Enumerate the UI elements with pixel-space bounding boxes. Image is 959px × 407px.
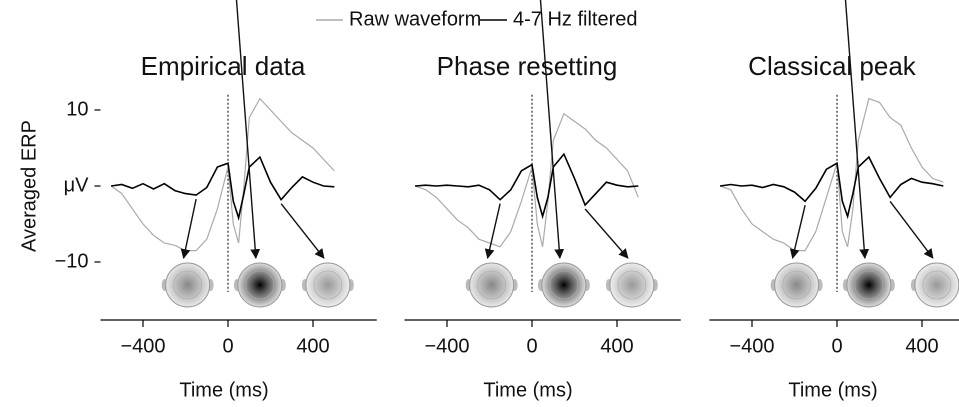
y-tick-label: 10: [66, 98, 88, 120]
series-line: [415, 152, 639, 220]
topo-map: [237, 262, 283, 308]
x-tick-label: 400: [905, 335, 938, 357]
series-line: [414, 112, 639, 248]
y-tick-label: −10: [55, 250, 89, 272]
legend-label: Raw waveform: [349, 8, 481, 30]
topo-map: [914, 262, 959, 308]
chart-title: Classical peak: [748, 51, 917, 81]
arrow: [789, 205, 806, 259]
x-tick-label: −400: [424, 335, 469, 357]
chart-title: Empirical data: [141, 51, 306, 81]
x-tick-label: 0: [222, 335, 233, 357]
series-line: [719, 97, 944, 252]
topo-contour: [477, 270, 506, 300]
topo-contour: [617, 270, 647, 300]
arrow: [280, 203, 325, 259]
topo-map: [609, 262, 655, 308]
topo-contour: [854, 270, 884, 300]
chart-title: Phase resetting: [437, 51, 618, 81]
arrow: [844, 0, 870, 259]
topo-map: [846, 262, 892, 308]
x-tick-label: 400: [296, 335, 329, 357]
arrow: [235, 0, 261, 259]
x-tick-label: 0: [526, 335, 537, 357]
topo-contour: [922, 270, 952, 300]
arrow: [180, 198, 197, 259]
y-tick-label: μV: [64, 174, 90, 196]
series-line: [110, 155, 335, 221]
series-line: [110, 97, 335, 252]
arrow: [484, 203, 501, 259]
x-tick-label: 0: [831, 335, 842, 357]
x-axis-label: Time (ms): [788, 379, 877, 401]
arrow: [584, 208, 629, 259]
topo-map: [469, 262, 515, 308]
topo-contour: [782, 270, 811, 300]
topo-map: [541, 262, 587, 308]
legend-label: 4-7 Hz filtered: [513, 8, 638, 30]
y-axis-label: Averaged ERP: [18, 120, 40, 252]
topo-contour: [313, 270, 343, 300]
topo-contour: [173, 270, 202, 300]
arrow: [889, 200, 934, 259]
topo-map: [165, 262, 211, 308]
topo-contour: [245, 270, 275, 300]
topo-map: [305, 262, 351, 308]
topo-contour: [549, 270, 579, 300]
arrow: [539, 0, 565, 259]
x-axis-label: Time (ms): [483, 379, 572, 401]
series-line: [719, 155, 944, 220]
x-tick-label: 400: [600, 335, 633, 357]
x-tick-label: −400: [120, 335, 165, 357]
x-axis-label: Time (ms): [179, 379, 268, 401]
topo-map: [774, 262, 820, 308]
x-tick-label: −400: [729, 335, 774, 357]
